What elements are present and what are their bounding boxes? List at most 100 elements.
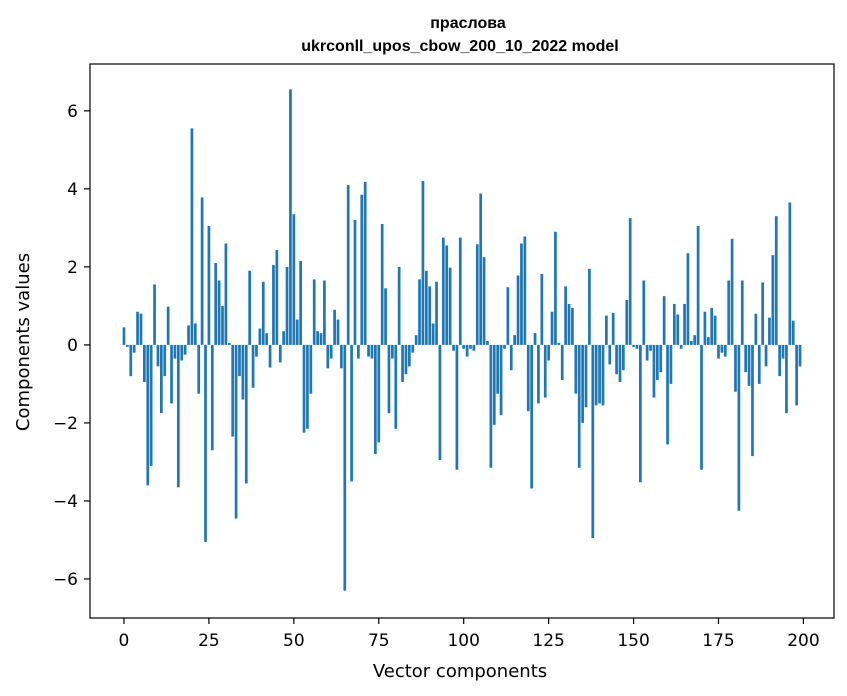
x-tick-label: 175 [702,631,734,651]
bar-component-159 [662,296,666,345]
bar-component-194 [781,344,785,359]
bar-component-135 [581,344,584,423]
bar-component-93 [438,344,442,460]
bar-component-33 [234,344,238,519]
bar-component-5 [139,313,143,345]
y-tick-label: 4 [67,180,78,200]
bar-component-106 [482,257,486,345]
bar-component-23 [200,197,204,345]
bar-component-126 [550,311,554,345]
bar-component-12 [163,344,167,377]
bar-component-189 [764,344,768,367]
bar-component-144 [611,312,615,345]
bar-component-90 [428,286,432,345]
bar-component-27 [214,262,218,345]
bar-component-188 [761,282,765,345]
bar-component-133 [574,344,578,394]
bar-component-132 [571,307,574,345]
bar-component-116 [516,275,520,345]
bar-component-142 [605,315,608,345]
bar-component-97 [452,344,455,351]
bar-component-42 [265,333,269,345]
x-axis-label: Vector components [373,661,547,682]
bar-component-28 [217,280,221,345]
bar-component-119 [526,344,530,412]
bar-component-52 [299,261,302,345]
bar-component-101 [465,344,469,357]
bar-component-175 [717,344,720,359]
bar-component-14 [170,344,173,404]
bar-component-109 [492,344,496,425]
bar-component-107 [486,341,489,345]
bar-component-56 [312,279,316,345]
bar-component-10 [156,344,160,367]
bar-component-25 [207,225,211,345]
bar-component-186 [754,313,758,345]
y-tick-label: 6 [67,102,78,122]
y-axis-label: Components values [13,253,34,431]
bar-component-128 [557,342,561,345]
bar-component-138 [591,344,595,539]
bar-component-149 [628,218,632,345]
bar-component-3 [132,344,136,353]
bar-component-84 [407,344,411,367]
bar-component-166 [686,253,690,345]
bar-component-65 [343,344,347,591]
bar-component-124 [543,344,547,398]
bar-component-197 [791,320,795,345]
y-tick-label: −2 [53,414,78,434]
bar-component-35 [241,344,245,400]
bar-component-89 [424,270,428,345]
bar-component-145 [615,344,618,375]
bar-component-164 [679,344,683,349]
bar-component-168 [693,335,697,345]
bar-component-147 [622,344,625,371]
bar-component-63 [336,319,340,345]
bar-component-158 [659,344,663,373]
bar-component-161 [669,344,673,384]
bar-component-87 [418,279,421,345]
x-tick-label: 0 [119,631,130,651]
bar-component-26 [210,344,214,451]
bar-component-160 [666,344,669,445]
x-axis-ticks: 0 25 50 75 100 125 150 175 200 [119,618,820,651]
bar-component-111 [499,344,503,416]
bar-component-0 [122,327,126,345]
bars-group [122,89,802,591]
x-tick-label: 100 [447,631,479,651]
bar-component-179 [730,238,734,345]
bar-component-173 [710,307,714,345]
chart-title-line-1: праслова [430,15,506,32]
bar-component-43 [268,344,272,368]
bar-component-162 [672,303,676,345]
y-tick-label: 0 [67,336,78,356]
bar-component-112 [503,344,506,349]
bar-component-143 [608,344,612,365]
bar-component-20 [190,128,194,345]
bar-component-54 [306,344,309,429]
plot-area-frame [89,63,835,619]
bar-component-193 [778,344,781,377]
bar-component-83 [404,344,408,375]
bar-component-134 [577,344,581,468]
bar-component-37 [248,270,252,345]
bar-component-151 [635,344,639,349]
bar-component-60 [326,344,330,369]
bar-component-94 [441,237,445,345]
bar-component-15 [173,344,177,359]
bar-component-127 [554,231,557,345]
bar-component-38 [251,344,255,388]
bar-component-68 [353,220,357,345]
bar-component-49 [289,89,292,345]
bar-component-4 [136,311,139,345]
bar-component-130 [564,286,567,345]
bar-component-104 [475,244,479,345]
bar-component-71 [363,181,367,345]
bar-component-31 [227,342,231,345]
bar-component-58 [319,333,323,345]
bar-component-115 [513,335,517,345]
bar-component-16 [176,344,180,488]
bar-component-153 [642,280,646,345]
bar-component-99 [458,237,462,345]
